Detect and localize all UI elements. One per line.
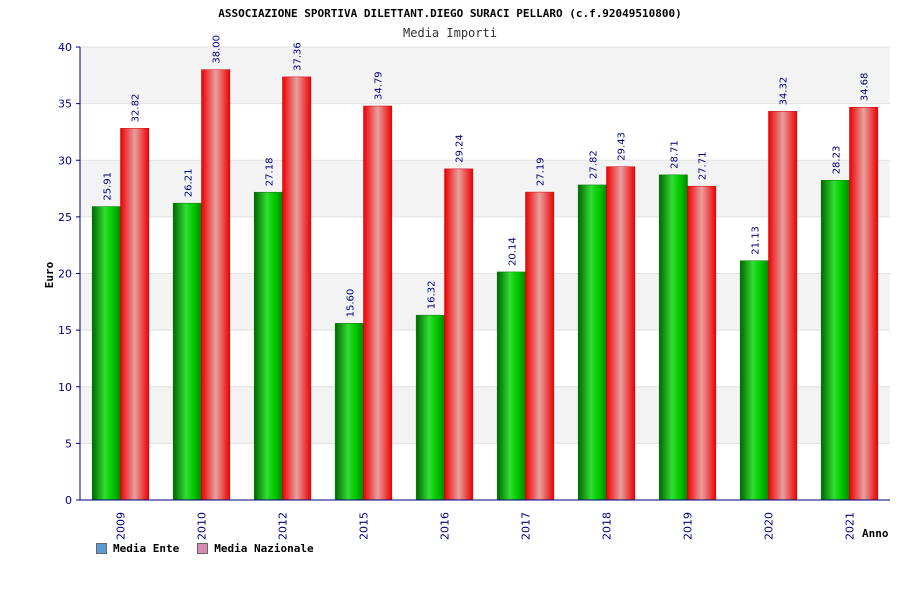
y-axis: 0 5 10 15 20 25 30 35 40 bbox=[58, 41, 81, 507]
bar-media-nazionale-2009 bbox=[120, 128, 150, 501]
data-label: 29.24 bbox=[455, 134, 466, 163]
data-label: 32.82 bbox=[131, 94, 142, 123]
data-label: 27.18 bbox=[264, 158, 275, 187]
legend-label-media-ente: Media Ente bbox=[113, 542, 180, 555]
y-tick-label: 10 bbox=[58, 381, 72, 394]
y-tick-label: 5 bbox=[65, 437, 72, 450]
x-tick-label: 2018 bbox=[601, 512, 614, 540]
bar-media-ente-2009 bbox=[91, 206, 121, 501]
bar-media-ente-2021 bbox=[820, 180, 850, 501]
bar-media-nazionale-2021 bbox=[849, 106, 879, 501]
x-tick-label: 2021 bbox=[844, 512, 857, 540]
y-tick-label: 35 bbox=[58, 98, 72, 111]
data-label: 34.68 bbox=[860, 73, 871, 102]
y-tick-label: 40 bbox=[58, 41, 72, 54]
legend-item-media-nazionale: Media Nazionale bbox=[197, 542, 314, 555]
chart-title: ASSOCIAZIONE SPORTIVA DILETTANT.DIEGO SU… bbox=[218, 7, 682, 20]
data-label: 26.21 bbox=[183, 169, 194, 198]
x-tick-label: 2012 bbox=[277, 512, 290, 540]
bar-media-nazionale-2010 bbox=[201, 69, 231, 501]
x-tick-label: 2010 bbox=[196, 512, 209, 540]
y-axis-label: Euro bbox=[43, 261, 56, 288]
x-tick-label: 2020 bbox=[763, 512, 776, 540]
data-label: 28.23 bbox=[831, 146, 842, 175]
data-labels: 25.91 32.82 26.21 38.00 27.18 37.36 15.60 34.79… bbox=[102, 35, 870, 317]
y-tick-label: 25 bbox=[58, 211, 72, 224]
data-label: 15.60 bbox=[345, 289, 356, 318]
bar-media-nazionale-2012 bbox=[282, 76, 312, 501]
x-tick-label: 2009 bbox=[115, 512, 128, 540]
data-label: 29.43 bbox=[617, 132, 628, 161]
bar-media-nazionale-2019 bbox=[687, 185, 717, 501]
legend-item-media-ente: Media Ente bbox=[96, 542, 179, 555]
legend-swatch-media-ente bbox=[96, 543, 107, 554]
data-label: 38.00 bbox=[212, 35, 223, 64]
y-tick-label: 30 bbox=[58, 154, 72, 167]
bar-media-nazionale-2020 bbox=[768, 111, 798, 501]
bar-media-nazionale-2015 bbox=[363, 105, 393, 501]
legend-label-media-nazionale: Media Nazionale bbox=[214, 542, 314, 555]
data-label: 25.91 bbox=[102, 172, 113, 201]
bar-media-nazionale-2017 bbox=[525, 191, 555, 501]
y-tick-label: 20 bbox=[58, 268, 72, 281]
bar-media-ente-2017 bbox=[496, 271, 526, 501]
bar-media-nazionale-2018 bbox=[606, 166, 636, 501]
data-label: 37.36 bbox=[293, 42, 304, 71]
x-axis-label: Anno bbox=[862, 527, 889, 540]
bar-media-nazionale-2016 bbox=[444, 168, 474, 501]
bar-media-ente-2010 bbox=[172, 202, 202, 501]
y-tick-label: 0 bbox=[65, 494, 72, 507]
x-tick-label: 2017 bbox=[520, 512, 533, 540]
x-tick-label: 2015 bbox=[358, 512, 371, 540]
chart-subtitle: Media Importi bbox=[403, 26, 497, 40]
legend-swatch-media-nazionale bbox=[197, 543, 209, 554]
data-label: 16.32 bbox=[426, 281, 437, 310]
bar-media-ente-2018 bbox=[577, 184, 607, 501]
bar-media-ente-2012 bbox=[253, 191, 283, 501]
bars bbox=[91, 69, 879, 501]
bar-media-ente-2019 bbox=[658, 174, 688, 501]
data-label: 34.32 bbox=[779, 77, 790, 106]
legend: Media Ente Media Nazionale bbox=[96, 542, 314, 555]
data-label: 21.13 bbox=[750, 226, 761, 255]
x-axis: 2009 2010 2012 2015 2016 2017 2018 2019 2020 2021 bbox=[80, 499, 890, 540]
data-label: 20.14 bbox=[507, 237, 518, 266]
data-label: 27.71 bbox=[698, 152, 709, 181]
bar-media-ente-2016 bbox=[415, 314, 445, 501]
bar-media-ente-2020 bbox=[739, 260, 769, 501]
bar-media-ente-2015 bbox=[334, 323, 364, 501]
data-label: 34.79 bbox=[374, 71, 385, 100]
y-tick-label: 15 bbox=[58, 324, 72, 337]
data-label: 27.19 bbox=[536, 157, 547, 186]
x-tick-label: 2019 bbox=[682, 512, 695, 540]
data-label: 27.82 bbox=[588, 150, 599, 179]
data-label: 28.71 bbox=[669, 140, 680, 169]
x-tick-label: 2016 bbox=[439, 512, 452, 540]
